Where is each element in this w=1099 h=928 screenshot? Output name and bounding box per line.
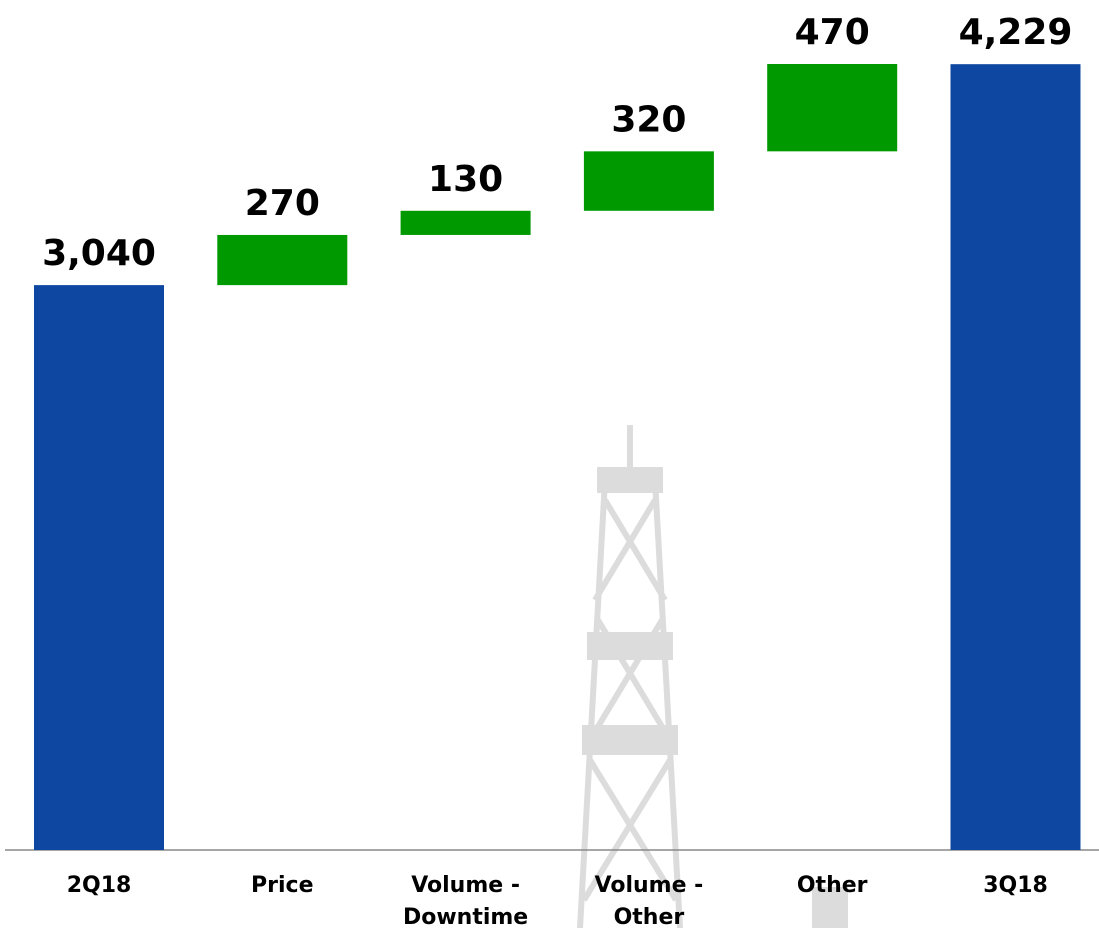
value-label: 4,229 — [959, 12, 1073, 53]
x-tick-label: 3Q18 — [983, 873, 1048, 898]
x-tick-label: Other — [796, 873, 868, 898]
value-label: 270 — [245, 183, 320, 224]
bar — [767, 64, 898, 152]
bar — [583, 151, 714, 211]
bar — [400, 210, 531, 235]
bar — [950, 64, 1081, 851]
value-label: 130 — [428, 159, 503, 200]
value-label: 470 — [795, 12, 870, 53]
value-label: 320 — [611, 99, 686, 140]
x-tick-label: 2Q18 — [66, 873, 132, 898]
bar — [217, 234, 348, 286]
value-label: 3,040 — [42, 233, 156, 274]
x-tick-label: Price — [251, 873, 314, 898]
oil-rig-decoration — [577, 425, 848, 928]
x-tick-label: Volume - Other — [594, 873, 704, 928]
x-tick-label: Volume - Downtime — [402, 873, 529, 928]
bar — [34, 285, 164, 850]
